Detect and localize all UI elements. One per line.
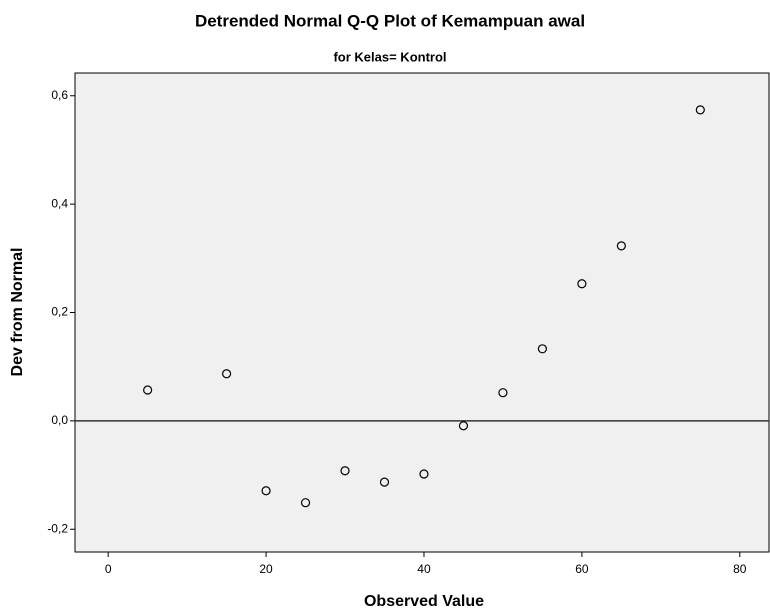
data-point [498,388,508,398]
data-point [616,241,626,251]
data-point [577,279,587,289]
y-tick-label: 0,4 [51,196,68,210]
plot-area [74,72,770,553]
chart-subtitle: for Kelas= Kontrol [333,49,446,64]
data-point [143,385,153,395]
x-tick-label: 60 [575,562,589,576]
data-point [458,421,469,431]
x-tick-label: 20 [259,562,273,576]
data-point [340,466,350,476]
y-tick-label: 0,2 [51,305,68,319]
data-point [221,369,232,379]
x-tick-label: 40 [417,562,431,576]
chart-title: Detrended Normal Q-Q Plot of Kemampuan a… [195,11,585,30]
data-point [261,486,271,496]
x-tick-label: 0 [105,562,112,576]
data-point [419,469,429,479]
y-tick-label: 0,6 [51,88,68,102]
x-axis-label: Observed Value [364,593,484,610]
y-tick-label: 0,0 [51,413,68,427]
data-point [537,344,548,354]
x-tick-label: 80 [733,562,747,576]
data-point [379,477,390,487]
data-point [695,105,705,115]
y-axis-label: Dev from Normal [9,248,26,377]
y-tick-label: -0,2 [47,521,68,535]
data-point [300,498,311,508]
